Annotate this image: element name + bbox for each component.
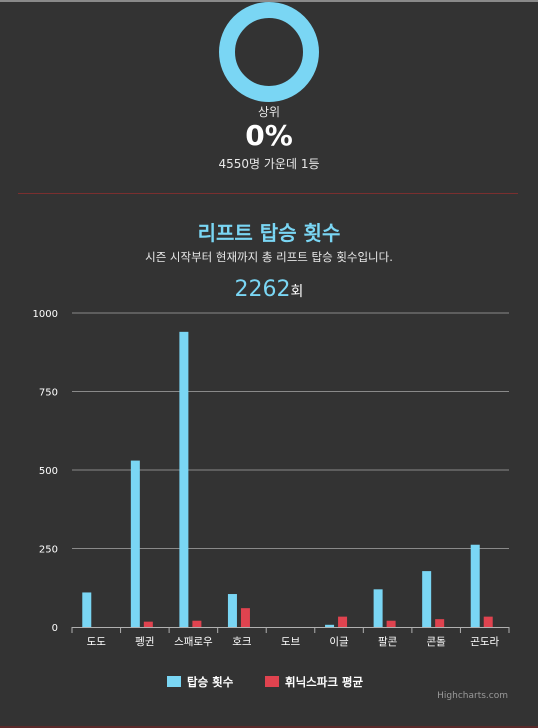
rank-detail: 4550명 가운데 1등 [218, 157, 320, 171]
x-tick-label: 펭귄 [135, 636, 154, 648]
rank-label: 상위 [257, 105, 281, 119]
bar-rides [325, 624, 335, 627]
total-count-unit: 회 [290, 284, 304, 300]
x-tick-label: 스패로우 [174, 636, 213, 648]
bar-average [143, 621, 153, 627]
bar-rides [82, 592, 92, 627]
legend-swatch [167, 676, 181, 687]
bar-average [483, 616, 493, 627]
x-tick-label: 콘돌 [427, 636, 447, 648]
bar-rides [470, 544, 480, 627]
y-tick-label: 500 [39, 466, 58, 477]
bar-rides [422, 571, 432, 627]
y-tick-label: 0 [52, 623, 58, 634]
bar-average [192, 620, 202, 627]
y-tick-label: 750 [39, 388, 58, 399]
rank-ring [219, 2, 319, 102]
x-tick-label: 곤도라 [470, 636, 499, 648]
legend-swatch [265, 676, 279, 687]
bottom-border [0, 726, 538, 728]
total-count: 2262회 [0, 275, 538, 307]
top-border [0, 0, 538, 2]
legend-label: 휘닉스파크 평균 [285, 675, 363, 689]
x-tick-label: 도도 [87, 636, 107, 648]
x-tick-label: 도브 [281, 636, 301, 648]
section-title: 리프트 탑승 횟수 [197, 221, 341, 245]
section-divider [18, 193, 518, 194]
bar-rides [179, 331, 189, 627]
bar-average [435, 619, 445, 627]
section-description: 시즌 시작부터 현재까지 총 리프트 탑승 횟수입니다. [145, 250, 393, 264]
bar-average [386, 620, 396, 627]
bar-average [240, 608, 250, 627]
bar-average [338, 616, 348, 627]
legend-label: 탑승 횟수 [187, 675, 234, 689]
y-tick-label: 1000 [33, 309, 58, 320]
x-tick-label: 호크 [232, 636, 252, 648]
x-tick-label: 이글 [329, 636, 349, 648]
bar-rides [130, 460, 140, 627]
rank-value: 0% [245, 119, 293, 152]
bar-rides [373, 589, 383, 627]
bar-rides [227, 594, 237, 627]
total-count-value: 2262 [234, 277, 291, 302]
x-tick-label: 팔콘 [378, 636, 398, 648]
chart-credit: Highcharts.com [437, 691, 508, 701]
y-tick-label: 250 [39, 545, 58, 556]
